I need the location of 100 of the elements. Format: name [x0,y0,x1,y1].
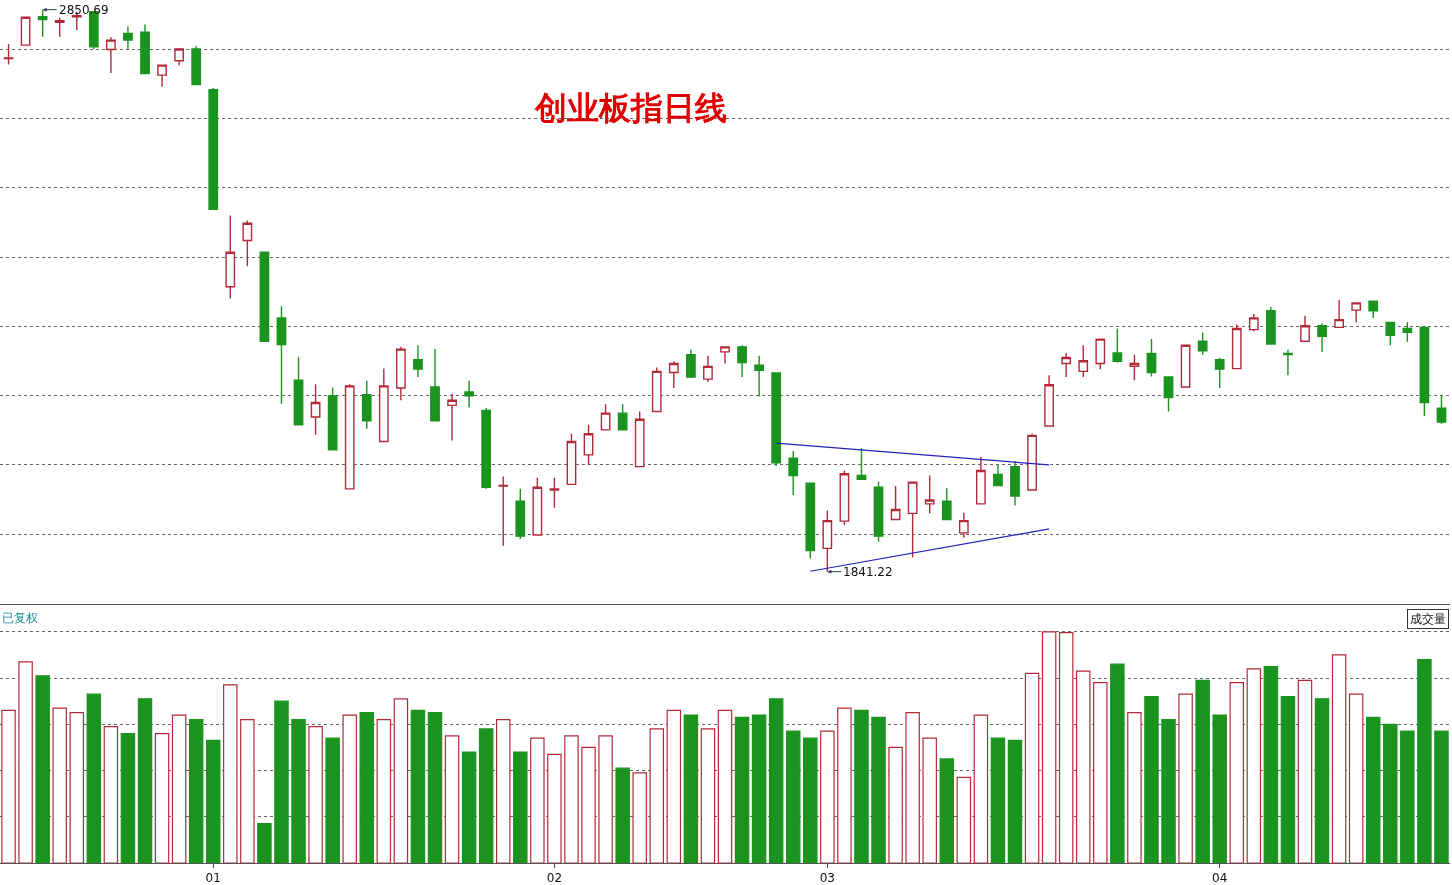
candlestick [583,424,594,466]
candlestick [532,477,543,536]
candlestick [464,380,474,409]
candlestick [344,383,355,490]
bar [120,732,136,863]
x-tick-label: 02 [546,871,563,885]
bar [1400,730,1415,863]
bar [137,698,153,863]
candlestick [1180,344,1191,388]
candlestick [225,214,236,300]
candlestick [1095,338,1106,370]
candlestick [907,481,918,559]
bar [171,714,187,863]
x-tick-label: 04 [1212,871,1228,885]
candlestick [276,305,287,405]
x-tick-label: 03 [819,871,835,885]
bar [598,735,613,863]
bar [342,714,357,863]
bar [820,730,835,863]
bar [1331,654,1347,863]
candlestick [1027,433,1037,491]
candlestick [1283,348,1293,376]
bar [1212,714,1227,863]
bar [717,709,733,863]
bar [683,714,699,863]
bar [205,739,221,863]
bar [939,758,955,863]
candlestick [1385,321,1396,346]
bar [922,737,937,863]
bar [768,698,784,863]
bar [52,707,67,863]
bar [615,767,630,863]
candlestick [805,482,816,560]
bar [1178,693,1193,863]
candlestick [515,488,526,540]
candlestick [54,17,65,38]
bar [410,709,426,863]
bar [888,746,903,863]
candlestick [174,47,184,66]
text: 创业板指日线 [534,90,727,126]
bar [956,776,972,863]
candlestick [1317,322,1327,353]
candlestick [890,485,901,521]
candlestick [617,403,628,431]
candlestick [1248,313,1259,332]
bar [649,728,665,863]
bar [1161,719,1176,863]
bar [461,751,477,863]
candlestick [686,348,696,379]
candlestick [1078,344,1089,378]
candlestick [839,469,850,526]
bar [803,737,818,863]
candlestick [1146,338,1157,378]
candlestick [361,380,372,430]
candlestick [600,403,611,431]
bar [871,716,886,863]
candlestick [737,344,747,378]
bar [666,709,682,863]
candlestick [1300,314,1310,342]
candlestick [1402,321,1413,343]
candlestick [1163,375,1174,413]
bar [103,725,119,863]
bar [154,732,170,863]
bar [990,737,1006,863]
bar [325,737,340,863]
candlestick [873,480,884,543]
candlestick [20,16,31,46]
candlestick [157,64,167,88]
bar [530,737,545,863]
candlestick [481,407,492,490]
candlestick [430,348,440,422]
bar [1229,682,1245,863]
candlestick [1044,374,1054,427]
bar [1144,695,1159,863]
candlestick [703,355,713,383]
x-tick-label: 01 [205,871,221,885]
candlestick [651,366,662,413]
bar [581,746,596,863]
annotation: 2850.69 [59,3,109,17]
candlestick [106,36,116,74]
candlestick [1351,301,1362,324]
bar [359,712,375,863]
candlestick [1197,331,1208,356]
bar [1110,663,1125,863]
bar [564,735,579,863]
bar [393,698,409,863]
candlestick [924,474,935,515]
text: 已复权 [2,611,38,625]
candlestick [447,392,457,442]
bar [854,709,869,863]
bar [1417,658,1432,863]
bar [274,700,289,863]
candlestick [1368,300,1379,319]
bar [751,714,767,863]
bar [1007,739,1023,863]
candlestick [976,456,986,505]
bar [376,719,392,863]
bar [1365,716,1381,863]
bar [257,823,272,863]
candlestick [668,360,679,389]
